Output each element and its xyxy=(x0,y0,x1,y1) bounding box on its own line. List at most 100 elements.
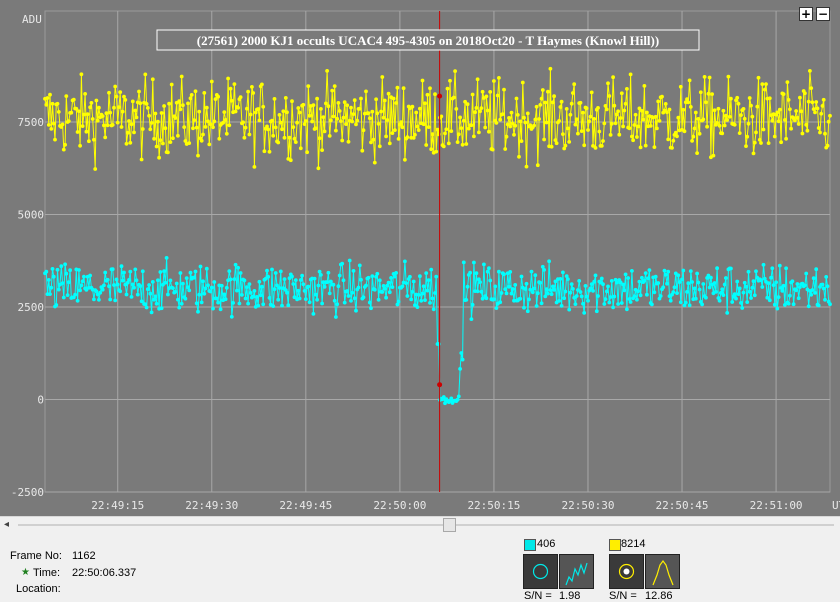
scroll-left-arrow-icon[interactable]: ◂ xyxy=(4,519,10,530)
data-point xyxy=(566,126,570,131)
data-point xyxy=(248,291,253,295)
data-point xyxy=(240,293,244,297)
data-point xyxy=(53,137,57,142)
data-point xyxy=(228,277,233,282)
data-point xyxy=(352,98,357,103)
data-point xyxy=(152,136,157,141)
data-point xyxy=(504,291,509,296)
data-point xyxy=(403,157,407,162)
data-point xyxy=(345,289,350,293)
data-point xyxy=(806,304,811,309)
zoom-out-button[interactable]: − xyxy=(816,7,830,21)
data-point xyxy=(628,300,633,304)
data-point xyxy=(459,351,464,355)
data-point xyxy=(199,138,204,143)
data-point xyxy=(143,72,148,77)
data-point xyxy=(619,91,624,96)
data-point xyxy=(687,78,692,83)
target-8214-aperture-thumbnail[interactable] xyxy=(609,554,644,589)
data-point xyxy=(316,166,321,171)
data-point xyxy=(316,283,321,288)
data-point xyxy=(60,122,65,127)
data-point xyxy=(390,131,395,136)
data-point xyxy=(789,126,793,131)
data-point xyxy=(273,125,278,130)
data-point xyxy=(686,281,691,286)
data-point xyxy=(638,145,643,150)
target-8214-color-swatch[interactable] xyxy=(609,539,621,551)
data-point xyxy=(636,289,640,294)
target-406-psf-thumbnail[interactable] xyxy=(559,554,594,589)
data-point xyxy=(291,125,296,129)
scroll-thumb[interactable] xyxy=(443,518,456,532)
data-point xyxy=(549,144,554,149)
data-point xyxy=(346,294,351,298)
data-point xyxy=(547,259,551,264)
target-406-color-swatch[interactable] xyxy=(524,539,536,551)
data-point xyxy=(354,122,358,127)
data-point xyxy=(445,86,450,91)
data-point xyxy=(66,119,71,123)
data-point xyxy=(811,107,816,111)
data-point xyxy=(539,96,544,101)
data-point xyxy=(122,270,126,275)
data-point xyxy=(642,278,647,283)
data-point xyxy=(804,122,809,127)
data-point xyxy=(821,286,826,291)
data-point xyxy=(223,118,228,122)
data-point xyxy=(460,142,465,147)
data-point xyxy=(174,281,179,286)
data-point xyxy=(475,77,480,82)
data-point xyxy=(756,75,761,80)
data-point xyxy=(139,299,144,304)
data-point xyxy=(386,280,391,285)
data-point xyxy=(63,262,67,267)
scroll-track[interactable] xyxy=(18,524,834,526)
data-point xyxy=(45,96,50,100)
data-point xyxy=(509,291,514,296)
data-point xyxy=(578,100,583,105)
target-406-aperture-thumbnail[interactable] xyxy=(523,554,558,589)
data-point xyxy=(189,93,194,97)
data-point xyxy=(607,300,612,305)
data-point xyxy=(732,122,737,127)
zoom-in-button[interactable]: + xyxy=(799,7,813,21)
data-point xyxy=(672,285,677,290)
data-point xyxy=(775,306,780,311)
data-point xyxy=(685,97,689,102)
data-point xyxy=(84,129,89,134)
data-point xyxy=(519,139,524,144)
data-point xyxy=(56,287,61,292)
data-point xyxy=(341,115,346,120)
data-point xyxy=(729,266,733,271)
data-point xyxy=(485,269,490,274)
data-point xyxy=(292,295,297,300)
data-point xyxy=(799,109,804,114)
data-point xyxy=(193,89,198,94)
data-point xyxy=(688,269,693,273)
data-point xyxy=(256,303,261,308)
time-scrollbar[interactable]: ◂ xyxy=(0,516,840,534)
data-point xyxy=(764,82,768,86)
data-point xyxy=(443,401,447,406)
data-point xyxy=(411,136,416,140)
data-point xyxy=(518,296,523,301)
data-point xyxy=(285,290,289,295)
data-point xyxy=(546,291,550,296)
data-point xyxy=(326,104,331,109)
data-point xyxy=(46,278,51,282)
data-point xyxy=(461,118,466,123)
data-point xyxy=(350,290,355,295)
target-8214-psf-thumbnail[interactable] xyxy=(645,554,680,589)
light-curve-chart[interactable]: -2500 0 2500 5000 7500 22:49:15 22:49:30 22:49:… xyxy=(0,0,840,516)
data-point xyxy=(369,140,373,145)
data-point xyxy=(740,306,745,310)
data-point xyxy=(296,106,301,110)
data-point xyxy=(380,75,385,79)
data-point xyxy=(494,121,499,125)
data-point xyxy=(701,117,706,122)
data-point xyxy=(479,289,484,294)
data-point xyxy=(449,129,454,134)
data-point xyxy=(554,141,559,146)
data-point xyxy=(561,270,565,275)
